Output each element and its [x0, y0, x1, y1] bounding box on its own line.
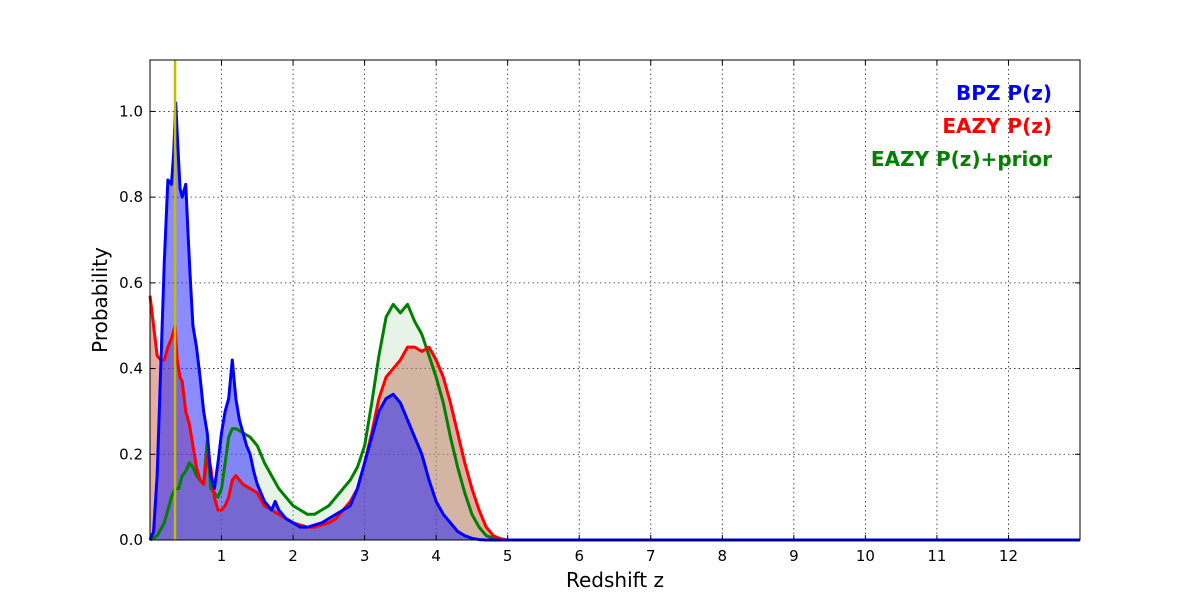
x-tick-label: 4	[431, 547, 441, 565]
x-axis-label: Redshift z	[566, 568, 664, 592]
legend-entry-eazy: EAZY P(z)	[942, 114, 1052, 138]
series-lines	[148, 101, 1080, 542]
y-tick-label: 0.4	[119, 360, 143, 378]
x-tick-label: 6	[574, 547, 584, 565]
area-bpz-p-z-	[150, 102, 1080, 541]
x-tick-label: 9	[789, 547, 799, 565]
x-tick-label: 8	[718, 547, 728, 565]
x-tick-label: 7	[646, 547, 656, 565]
axis-ticks: 1 2 3 4 5 6 7 8 9 10 11 120.00.20.40.60.81.0	[119, 60, 1080, 565]
x-tick-label: 12	[999, 547, 1018, 565]
x-tick-label: 2	[288, 547, 298, 565]
x-tick-label: 1	[217, 547, 227, 565]
y-tick-label: 0.0	[119, 531, 143, 549]
x-tick-label: 11	[927, 547, 946, 565]
legend: BPZ P(z) EAZY P(z) EAZY P(z)+prior	[871, 81, 1052, 171]
line-eazy-p-z-prior	[149, 302, 1080, 542]
y-tick-label: 0.6	[119, 274, 143, 292]
y-tick-label: 0.8	[119, 188, 143, 206]
plot-frame	[149, 59, 1081, 541]
x-tick-label: 5	[503, 547, 513, 565]
y-axis-label: Probability	[88, 247, 112, 353]
x-tick-label: 3	[360, 547, 370, 565]
fill-areas	[150, 102, 1080, 541]
line-bpz-p-z-	[148, 101, 1080, 542]
grid	[150, 60, 1080, 541]
legend-entry-bpz: BPZ P(z)	[956, 81, 1052, 105]
y-tick-label: 1.0	[119, 102, 143, 120]
legend-entry-eazy-prior: EAZY P(z)+prior	[871, 147, 1052, 171]
y-tick-label: 0.2	[119, 445, 143, 463]
x-tick-label: 10	[856, 547, 875, 565]
line-eazy-p-z-	[148, 295, 1080, 542]
